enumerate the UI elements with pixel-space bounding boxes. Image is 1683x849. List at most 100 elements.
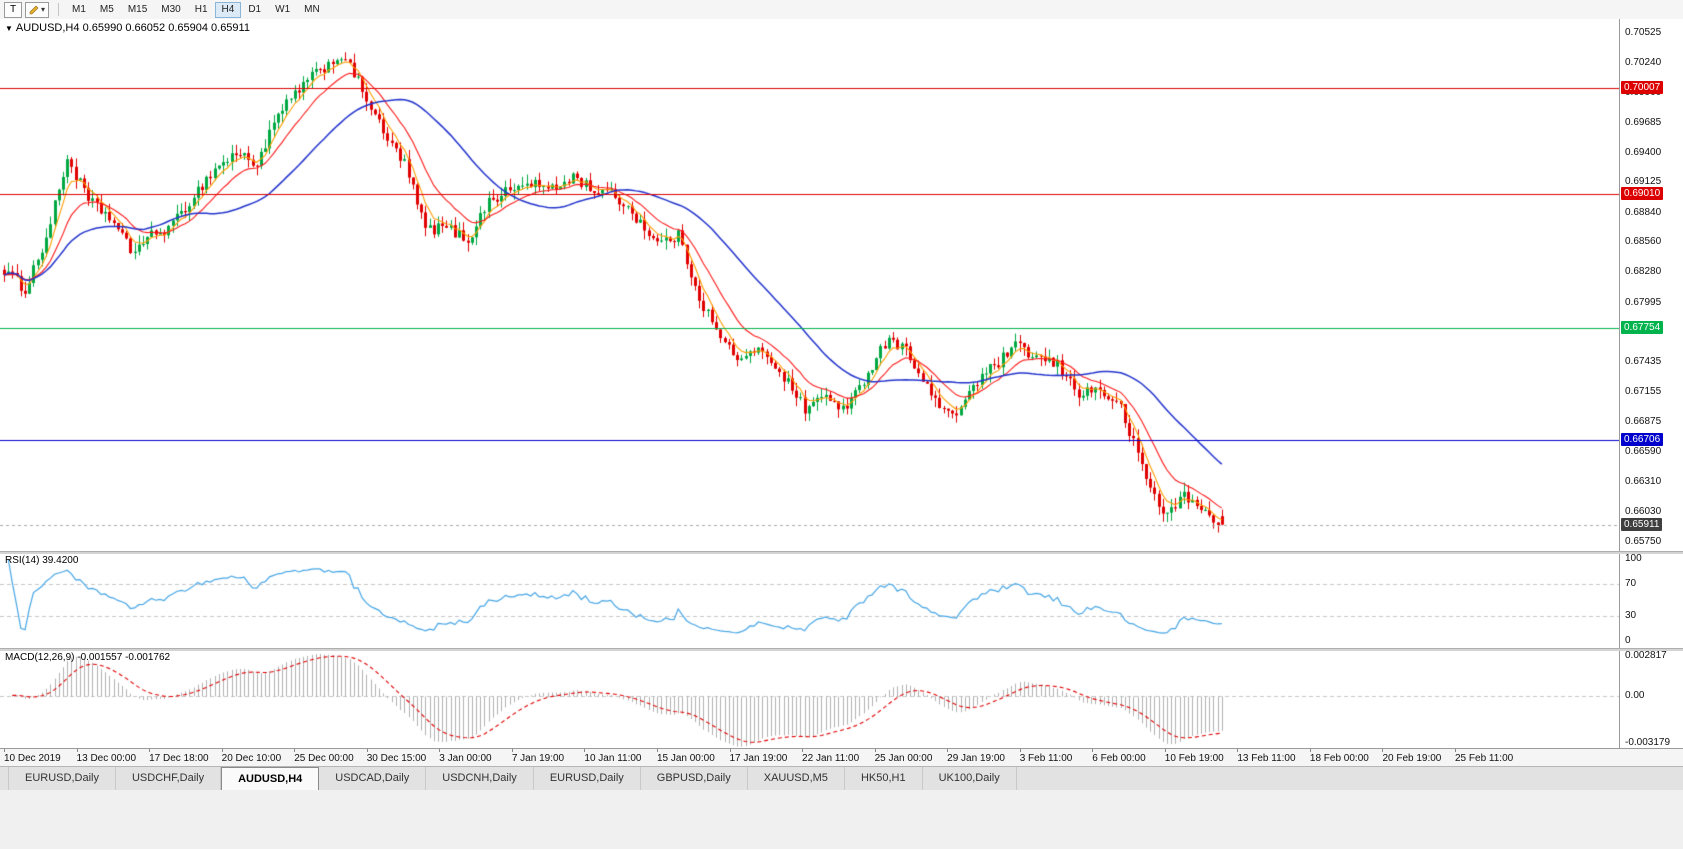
- chart-tabs-bar: EURUSD,Daily USDCHF,Daily AUDUSD,H4 USDCAD,…: [0, 766, 1683, 790]
- time-axis-tick: [1455, 749, 1456, 752]
- rsi-indicator-panel: RSI(14) 39.4200 100 70 30 0: [0, 553, 1683, 648]
- rsi-axis[interactable]: 100 70 30 0: [1619, 553, 1683, 648]
- timeframe-button-m1[interactable]: M1: [65, 2, 93, 18]
- tab-hk50-h1[interactable]: HK50,H1: [845, 767, 923, 790]
- time-axis-tick: [366, 749, 368, 752]
- timeframe-button-mn[interactable]: MN: [297, 2, 327, 18]
- timeframe-button-m15[interactable]: M15: [121, 2, 154, 18]
- price-axis-label: 0.66310: [1625, 476, 1662, 488]
- macd-axis-label: -0.003179: [1625, 737, 1671, 748]
- time-axis-tick: [76, 749, 78, 752]
- time-axis-tick: [729, 749, 731, 752]
- time-axis-tick: [874, 749, 876, 752]
- timeframe-button-h1[interactable]: H1: [188, 2, 215, 18]
- price-axis-label: 0.65750: [1625, 535, 1662, 547]
- timeframe-button-h4[interactable]: H4: [214, 1, 242, 18]
- time-axis-tick: [1237, 749, 1239, 752]
- time-axis[interactable]: 10 Dec 2019 13 Dec 00:00 17 Dec 18:00 20 De…: [0, 748, 1683, 767]
- tab-uk100-daily[interactable]: UK100,Daily: [923, 767, 1017, 790]
- tab-eurusd-daily[interactable]: EURUSD,Daily: [534, 767, 641, 790]
- price-level-badge: 0.65911: [1621, 517, 1663, 531]
- price-axis-label: 0.66875: [1625, 415, 1662, 427]
- macd-axis-label: 0.002817: [1625, 650, 1667, 661]
- price-axis[interactable]: 0.705250.702400.699600.696850.694000.691…: [1619, 19, 1683, 551]
- time-axis-tick: [511, 749, 513, 752]
- timeframe-button-m5[interactable]: M5: [93, 2, 121, 18]
- macd-label: MACD(12,26,9) -0.001557 -0.001762: [5, 652, 171, 663]
- time-axis-tick: [947, 749, 949, 752]
- panel-splitter[interactable]: [0, 551, 1683, 554]
- rsi-canvas[interactable]: [0, 553, 1620, 648]
- timeframe-button-m30[interactable]: M30: [154, 2, 187, 18]
- tab-audusd-h4[interactable]: AUDUSD,H4: [221, 767, 320, 790]
- one-click-trading-arrow-icon[interactable]: ▼: [5, 24, 13, 33]
- time-axis-tick: [1019, 749, 1021, 752]
- main-chart-canvas[interactable]: [0, 19, 1620, 551]
- price-axis-label: 0.67995: [1625, 296, 1662, 308]
- time-axis-label: 10 Feb 19:00: [1164, 753, 1224, 764]
- macd-axis-label: 0.00: [1625, 689, 1645, 701]
- panel-splitter[interactable]: [0, 648, 1683, 651]
- time-axis-tick: [802, 749, 804, 752]
- time-axis-tick: [439, 749, 441, 752]
- chart-type-button[interactable]: T: [4, 1, 22, 18]
- tab-usdchf-daily[interactable]: USDCHF,Daily: [116, 767, 222, 790]
- time-axis-tick: [221, 749, 223, 752]
- time-axis-label: 18 Feb 00:00: [1309, 753, 1369, 764]
- dropdown-caret-icon: ▾: [41, 5, 46, 14]
- tab-usdcnh-daily[interactable]: USDCNH,Daily: [426, 767, 534, 790]
- price-axis-label: 0.70525: [1625, 27, 1662, 39]
- price-axis-label: 0.66590: [1625, 446, 1662, 458]
- time-axis-label: 20 Feb 19:00: [1382, 753, 1442, 764]
- time-axis-tick: [584, 749, 586, 752]
- time-axis-label: 25 Feb 11:00: [1455, 753, 1514, 764]
- tab-gbpusd-daily[interactable]: GBPUSD,Daily: [641, 767, 748, 790]
- chart-symbol-label: AUDUSD,H4: [15, 22, 80, 34]
- time-axis-label: 10 Dec 2019: [4, 753, 61, 764]
- time-axis-label: 7 Jan 19:00: [511, 753, 565, 764]
- time-axis-label: 10 Jan 11:00: [584, 753, 642, 764]
- price-axis-label: 0.68280: [1625, 266, 1662, 278]
- time-axis-tick: [1309, 749, 1311, 752]
- tab-eurusd-daily[interactable]: EURUSD,Daily: [8, 767, 116, 790]
- time-axis-label: 17 Jan 19:00: [729, 753, 788, 764]
- price-axis-label: 0.69400: [1625, 146, 1662, 158]
- time-axis-label: 29 Jan 19:00: [947, 753, 1005, 764]
- timeframe-button-w1[interactable]: W1: [268, 2, 297, 18]
- price-axis-label: 0.68560: [1625, 236, 1662, 248]
- time-axis-label: 30 Dec 15:00: [366, 753, 427, 764]
- tab-usdcad-daily[interactable]: USDCAD,Daily: [319, 767, 427, 790]
- time-axis-tick: [1382, 749, 1384, 752]
- time-axis-label: 25 Jan 00:00: [874, 753, 933, 764]
- main-chart-panel: ▼ AUDUSD,H4 0.65990 0.66052 0.65904 0.659…: [0, 19, 1683, 551]
- macd-indicator-panel: MACD(12,26,9) -0.001557 -0.001762 0.0028…: [0, 650, 1683, 748]
- price-level-badge: 0.66706: [1621, 432, 1664, 446]
- toolbar-separator: [58, 3, 60, 16]
- time-axis-label: 17 Dec 18:00: [149, 753, 209, 764]
- rsi-axis-label: 70: [1625, 577, 1637, 589]
- color-tool-button[interactable]: ▾: [25, 1, 50, 18]
- price-axis-label: 0.70240: [1625, 57, 1662, 69]
- price-level-badge: 0.69010: [1621, 187, 1664, 201]
- time-axis-label: 25 Dec 00:00: [294, 753, 354, 764]
- price-level-badge: 0.67754: [1621, 321, 1664, 335]
- macd-canvas[interactable]: [0, 650, 1620, 748]
- time-axis-label: 15 Jan 00:00: [656, 753, 715, 764]
- chart-ohlc-values: 0.65990 0.66052 0.65904 0.65911: [82, 22, 250, 34]
- macd-axis[interactable]: 0.002817 0.00 -0.003179: [1619, 650, 1683, 748]
- time-axis-tick: [294, 749, 296, 752]
- price-axis-label: 0.69685: [1625, 116, 1662, 128]
- price-axis-label: 0.66030: [1625, 505, 1662, 517]
- timeframe-button-d1[interactable]: D1: [241, 2, 268, 18]
- time-axis-label: 20 Dec 10:00: [221, 753, 282, 764]
- time-axis-label: 22 Jan 11:00: [802, 753, 860, 764]
- chart-title: ▼ AUDUSD,H4 0.65990 0.66052 0.65904 0.659…: [5, 22, 250, 34]
- crayon-icon: [29, 5, 39, 14]
- time-axis-tick: [656, 749, 658, 752]
- tab-xauusd-m5[interactable]: XAUUSD,M5: [748, 767, 845, 790]
- toolbar: T ▾ M1 M5 M15 M30 H1 H4 D1 W1 MN: [0, 0, 1683, 20]
- price-axis-label: 0.69125: [1625, 176, 1662, 188]
- time-axis-tick: [149, 749, 151, 752]
- price-level-badge: 0.70007: [1621, 81, 1664, 95]
